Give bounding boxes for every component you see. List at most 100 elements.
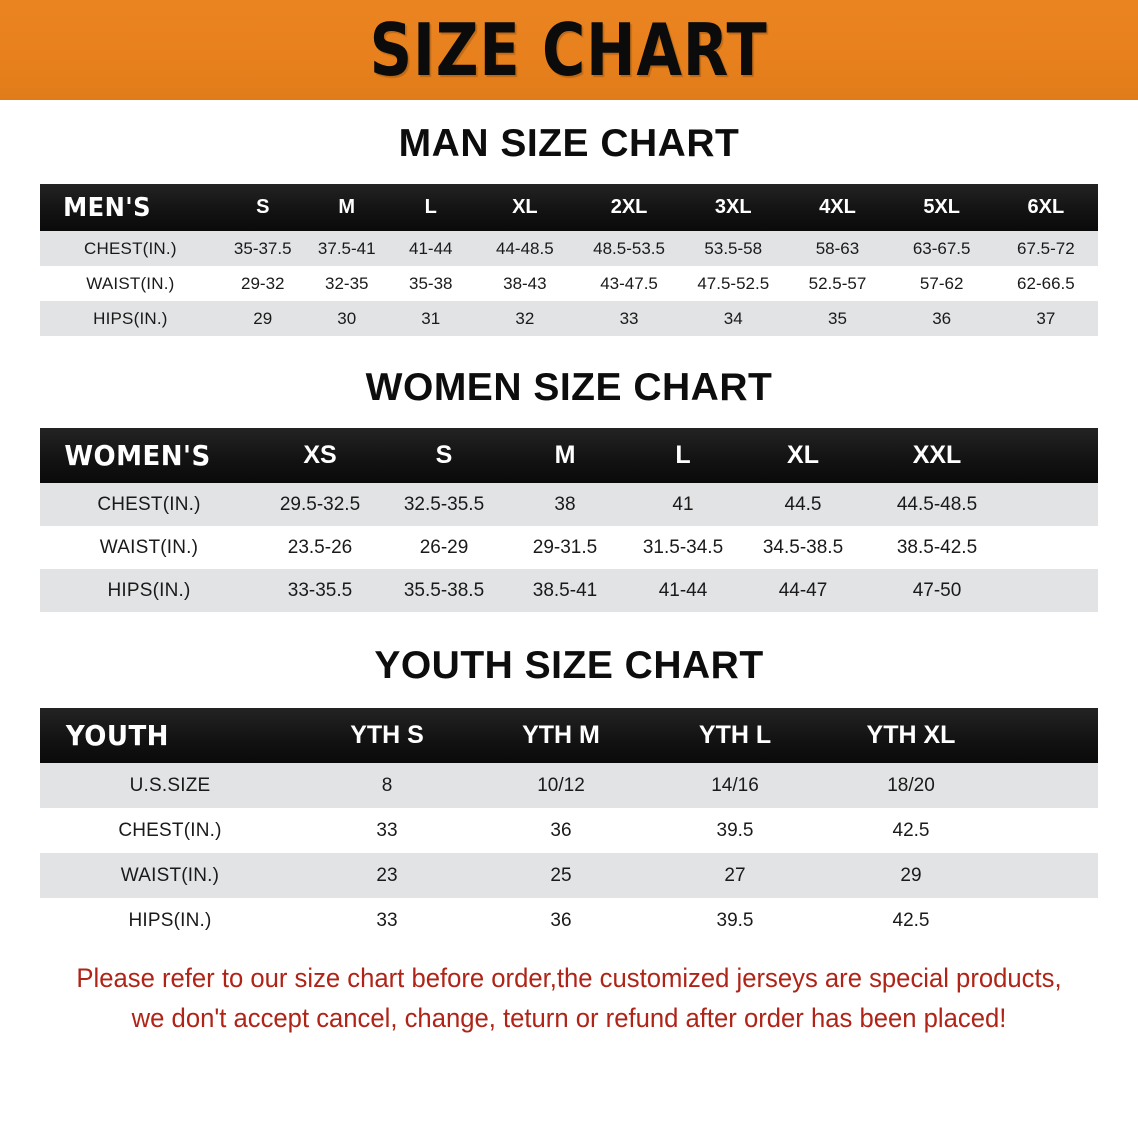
man-row-label-waist: WAIST(IN.) [86, 273, 175, 293]
youth-size-col-s: YTH S [350, 721, 424, 749]
table-cell: 31.5-34.5 [642, 536, 724, 558]
table-cell: 47-50 [912, 579, 962, 601]
man-size-col-s: S [256, 196, 270, 218]
table-cell: 14/16 [711, 774, 759, 796]
table-cell: 33-35.5 [287, 579, 353, 601]
table-cell: 43-47.5 [600, 273, 658, 293]
table-cell: 35-38 [409, 273, 453, 293]
man-size-col-m: M [338, 196, 356, 218]
table-cell: 38-43 [503, 273, 547, 293]
women-size-table-wrap: WOMEN'S XS S M L XL XXL CHEST(IN.) 29.5-… [40, 428, 1098, 612]
table-cell-spacer [1010, 526, 1098, 569]
women-size-table: WOMEN'S XS S M L XL XXL CHEST(IN.) 29.5-… [40, 428, 1098, 612]
table-cell: 52.5-57 [808, 273, 867, 293]
youth-row-label-us-size: U.S.SIZE [129, 774, 211, 796]
table-cell-spacer [1000, 763, 1098, 808]
youth-row-label-hips: HIPS(IN.) [128, 909, 212, 931]
table-cell: 36 [550, 909, 572, 931]
page-title: SIZE CHART [370, 8, 768, 92]
table-cell: 35.5-38.5 [403, 579, 485, 601]
women-header-row: WOMEN'S XS S M L XL XXL [40, 428, 1098, 483]
table-cell: 57-62 [919, 273, 964, 293]
table-cell: 35 [828, 308, 847, 328]
man-size-table-wrap: MEN'S S M L XL 2XL 3XL 4XL 5XL 6XL CHEST… [40, 184, 1098, 336]
women-row-label-chest: CHEST(IN.) [97, 493, 201, 515]
table-cell-spacer [1010, 569, 1098, 612]
table-cell: 29-32 [241, 273, 285, 293]
table-cell: 33 [619, 308, 639, 328]
table-cell: 26-29 [419, 536, 469, 558]
table-cell-spacer [1000, 808, 1098, 853]
women-size-col-m: M [554, 441, 576, 469]
youth-size-table: YOUTH YTH S YTH M YTH L YTH XL U.S.SIZE … [40, 708, 1098, 943]
table-cell: 36 [550, 819, 572, 841]
table-cell: 38 [554, 493, 576, 515]
table-cell: 44-48.5 [496, 238, 554, 258]
table-cell: 29 [253, 308, 273, 328]
youth-header-label: YOUTH [65, 719, 169, 752]
table-cell: 34.5-38.5 [762, 536, 844, 558]
table-cell: 29 [900, 864, 922, 886]
table-cell-spacer [1010, 483, 1098, 526]
table-cell: 32-35 [325, 273, 369, 293]
table-row: CHEST(IN.) 33 36 39.5 42.5 [40, 808, 1098, 853]
youth-size-col-l: YTH L [698, 721, 772, 749]
table-cell: 37.5-41 [317, 238, 376, 258]
man-section-title: MAN SIZE CHART [398, 122, 740, 165]
table-cell: 48.5-53.5 [593, 238, 665, 258]
table-cell: 10/12 [537, 774, 585, 796]
women-header-spacer [1010, 428, 1098, 483]
man-row-label-hips: HIPS(IN.) [93, 308, 168, 328]
table-cell: 23 [376, 864, 398, 886]
table-cell: 58-63 [815, 238, 860, 258]
table-cell: 67.5-72 [1017, 238, 1075, 258]
youth-header-row: YOUTH YTH S YTH M YTH L YTH XL [40, 708, 1098, 763]
women-size-col-xs: XS [303, 441, 337, 469]
women-section-title: WOMEN SIZE CHART [365, 366, 773, 409]
table-cell: 47.5-52.5 [697, 273, 770, 293]
table-row: U.S.SIZE 8 10/12 14/16 18/20 [40, 763, 1098, 808]
table-cell: 42.5 [892, 819, 930, 841]
table-cell-spacer [1000, 898, 1098, 943]
women-size-col-l: L [675, 441, 691, 469]
table-cell: 36 [932, 308, 952, 328]
table-cell: 38.5-41 [532, 579, 598, 601]
table-cell: 29-31.5 [532, 536, 598, 558]
table-cell: 32.5-35.5 [403, 493, 485, 515]
table-cell: 23.5-26 [287, 536, 353, 558]
table-cell: 62-66.5 [1017, 273, 1075, 293]
table-cell: 32 [515, 308, 535, 328]
table-cell: 35-37.5 [233, 238, 292, 258]
women-size-col-xxl: XXL [912, 441, 962, 469]
table-cell: 8 [381, 774, 393, 796]
youth-size-col-m: YTH M [522, 721, 600, 749]
table-row: CHEST(IN.) 29.5-32.5 32.5-35.5 38 41 44.… [40, 483, 1098, 526]
table-row: HIPS(IN.) 33 36 39.5 42.5 [40, 898, 1098, 943]
man-row-label-chest: CHEST(IN.) [84, 238, 177, 258]
table-row: WAIST(IN.) 29-32 32-35 35-38 38-43 43-47… [40, 266, 1098, 301]
disclaimer: Please refer to our size chart before or… [47, 959, 1092, 1039]
table-row: WAIST(IN.) 23.5-26 26-29 29-31.5 31.5-34… [40, 526, 1098, 569]
table-cell: 30 [337, 308, 357, 328]
table-row: WAIST(IN.) 23 25 27 29 [40, 853, 1098, 898]
man-size-col-5xl: 5XL [923, 196, 960, 218]
man-header-row: MEN'S S M L XL 2XL 3XL 4XL 5XL 6XL [40, 184, 1098, 231]
table-cell: 18/20 [887, 774, 935, 796]
women-row-label-hips: HIPS(IN.) [107, 579, 191, 601]
man-size-col-6xl: 6XL [1027, 196, 1065, 218]
man-size-table: MEN'S S M L XL 2XL 3XL 4XL 5XL 6XL CHEST… [40, 184, 1098, 336]
table-cell: 29.5-32.5 [279, 493, 361, 515]
table-cell: 27 [724, 864, 746, 886]
table-row: HIPS(IN.) 33-35.5 35.5-38.5 38.5-41 41-4… [40, 569, 1098, 612]
youth-size-table-wrap: YOUTH YTH S YTH M YTH L YTH XL U.S.SIZE … [40, 708, 1098, 943]
youth-size-col-xl: YTH XL [866, 721, 956, 749]
man-header-label: MEN'S [63, 192, 152, 223]
table-row: HIPS(IN.) 29 30 31 32 33 34 35 36 37 [40, 301, 1098, 336]
table-cell: 41 [672, 493, 694, 515]
disclaimer-line-1: Please refer to our size chart before or… [76, 963, 1062, 993]
table-cell: 41-44 [658, 579, 708, 601]
youth-row-label-waist: WAIST(IN.) [120, 864, 220, 886]
table-cell: 39.5 [716, 909, 754, 931]
table-cell: 44-47 [778, 579, 828, 601]
table-cell: 63-67.5 [912, 238, 971, 258]
